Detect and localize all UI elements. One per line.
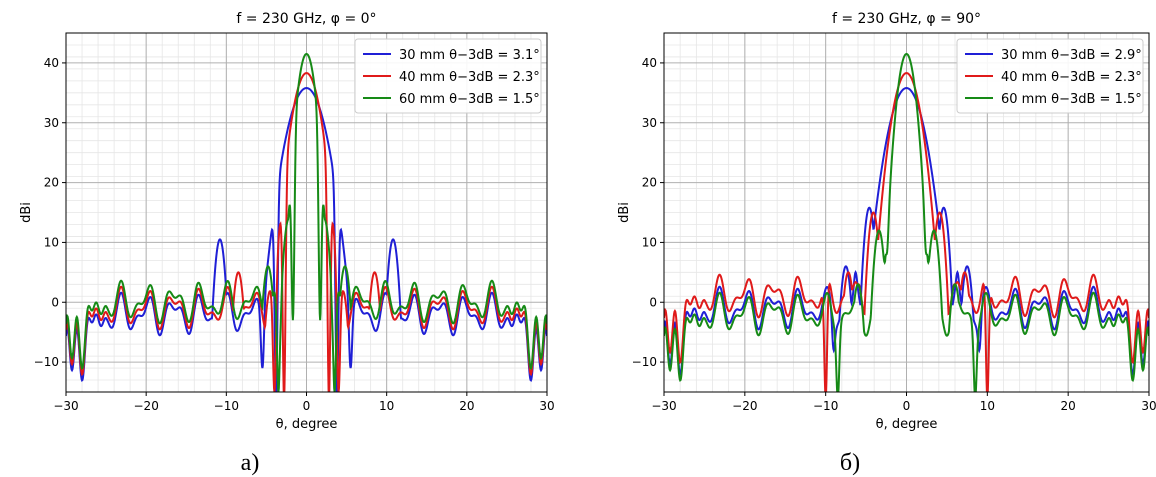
y-tick-label: 0 bbox=[649, 295, 657, 309]
x-tick-label: 0 bbox=[903, 399, 911, 413]
y-tick-label: 40 bbox=[44, 56, 59, 70]
x-tick-label: 0 bbox=[303, 399, 311, 413]
y-tick-label: −10 bbox=[632, 355, 657, 369]
legend: 30 mm θ−3dB = 3.1° 40 mm θ−3dB = 2.3° 60 m… bbox=[354, 38, 542, 114]
series-line-2 bbox=[664, 52, 1149, 392]
x-tick-label: 20 bbox=[459, 399, 474, 413]
legend-entry-1: 40 mm θ−3dB = 2.3° bbox=[399, 70, 540, 85]
y-tick-label: 40 bbox=[642, 56, 657, 70]
subfigure-caption: а) bbox=[241, 450, 260, 476]
y-axis-label: dBi bbox=[19, 202, 34, 223]
y-tick-label: 30 bbox=[44, 116, 59, 130]
x-tick-label: −30 bbox=[53, 399, 78, 413]
chart-phi-0: −30 −20 −10 0 10 20 30 −10 0 10 20 30 40 θ, degree dBi… bbox=[19, 11, 555, 476]
legend-entry-0: 30 mm θ−3dB = 2.9° bbox=[1001, 48, 1142, 63]
legend-box bbox=[956, 38, 1144, 114]
y-axis-label: dBi bbox=[617, 202, 632, 223]
x-axis-label: θ, degree bbox=[276, 417, 338, 432]
x-tick-label: −10 bbox=[813, 399, 838, 413]
y-tick-label: 20 bbox=[44, 176, 59, 190]
x-tick-label: 20 bbox=[1061, 399, 1076, 413]
series-line-2 bbox=[66, 52, 547, 392]
legend-entry-0: 30 mm θ−3dB = 3.1° bbox=[399, 48, 540, 63]
y-tick-label: 10 bbox=[642, 235, 657, 249]
x-tick-label: −10 bbox=[214, 399, 239, 413]
y-tick-label: 30 bbox=[642, 116, 657, 130]
y-tick-label: 20 bbox=[642, 176, 657, 190]
series-line-1 bbox=[664, 72, 1149, 392]
subfigure-caption: б) bbox=[840, 450, 860, 476]
legend-entry-2: 60 mm θ−3dB = 1.5° bbox=[1001, 92, 1142, 107]
legend: 30 mm θ−3dB = 2.9° 40 mm θ−3dB = 2.3° 60 m… bbox=[956, 38, 1144, 114]
chart-title: f = 230 GHz, φ = 0° bbox=[236, 11, 376, 27]
x-tick-label: −30 bbox=[651, 399, 676, 413]
x-tick-label: 10 bbox=[980, 399, 995, 413]
series-line-0 bbox=[664, 87, 1149, 376]
y-tick-label: 10 bbox=[44, 235, 59, 249]
x-tick-label: 30 bbox=[1141, 399, 1156, 413]
chart-title: f = 230 GHz, φ = 90° bbox=[832, 11, 981, 27]
x-axis-label: θ, degree bbox=[876, 417, 938, 432]
x-tick-label: 10 bbox=[379, 399, 394, 413]
series-line-1 bbox=[66, 72, 547, 392]
y-tick-label: 0 bbox=[51, 295, 59, 309]
legend-entry-1: 40 mm θ−3dB = 2.3° bbox=[1001, 70, 1142, 85]
x-tick-label: −20 bbox=[134, 399, 159, 413]
x-tick-label: −20 bbox=[732, 399, 757, 413]
chart-phi-90: −30 −20 −10 0 10 20 30 −10 0 10 20 30 40 θ, degree dBi… bbox=[617, 11, 1156, 476]
series-line-0 bbox=[66, 87, 547, 392]
legend-entry-2: 60 mm θ−3dB = 1.5° bbox=[399, 92, 540, 107]
legend-box bbox=[354, 38, 542, 114]
y-tick-label: −10 bbox=[34, 355, 59, 369]
x-tick-label: 30 bbox=[539, 399, 554, 413]
